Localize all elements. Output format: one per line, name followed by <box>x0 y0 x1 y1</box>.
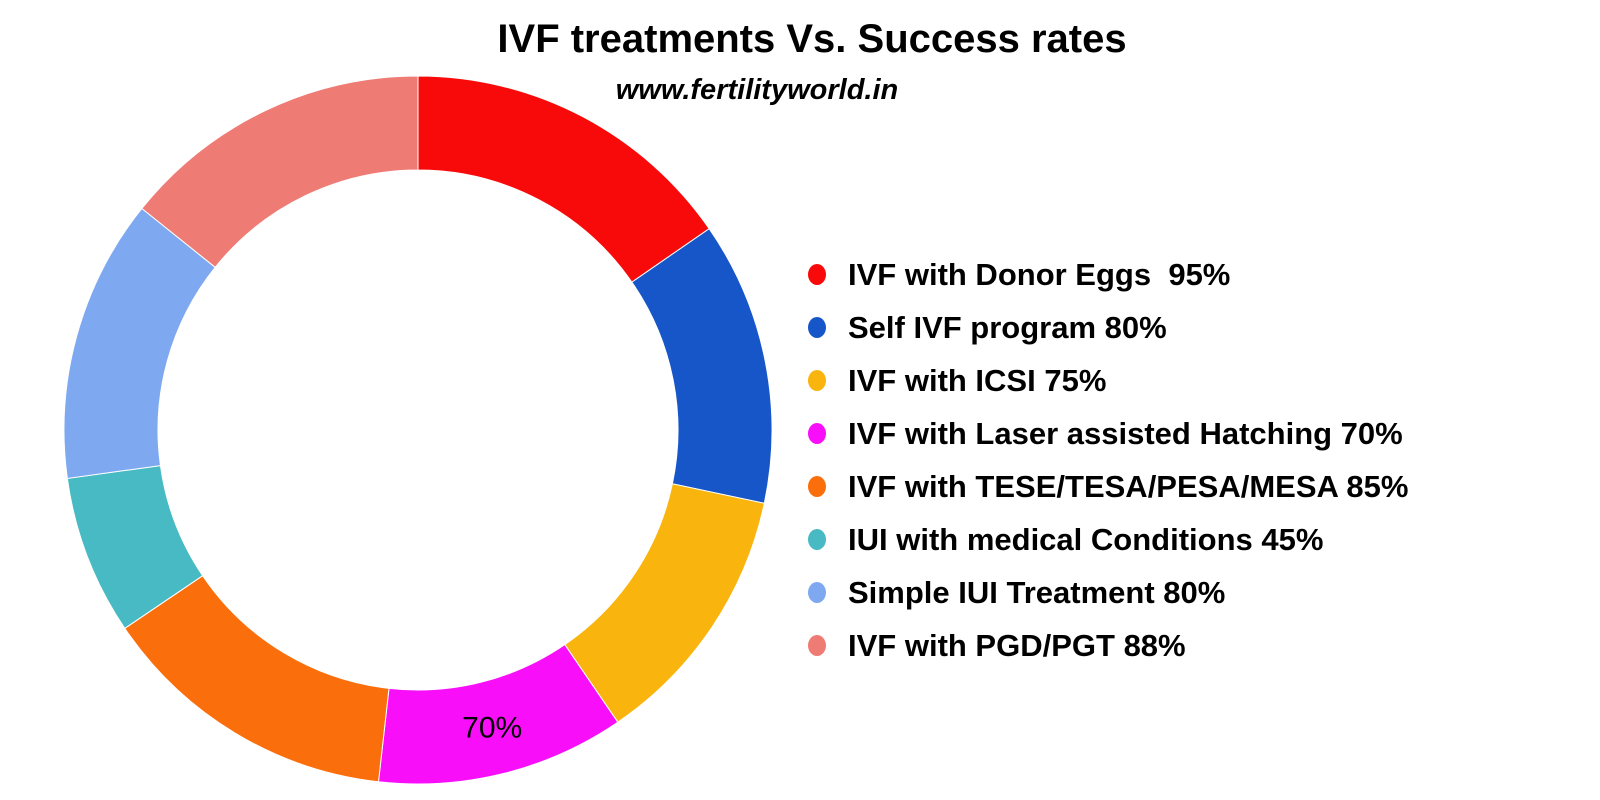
legend-item: Simple IUI Treatment 80% <box>808 566 1408 619</box>
chart-title: IVF treatments Vs. Success rates <box>497 17 1127 61</box>
donut-slice <box>417 75 710 283</box>
donut-slice <box>631 227 773 504</box>
slice-value-label: 70% <box>462 711 522 744</box>
legend-label: IUI with medical Conditions 45% <box>848 521 1324 557</box>
legend-label: IVF with ICSI 75% <box>848 362 1107 398</box>
legend-item: IVF with Donor Eggs 95% <box>808 248 1408 301</box>
chart-legend: IVF with Donor Eggs 95% Self IVF program … <box>808 248 1408 672</box>
legend-swatch <box>808 476 826 497</box>
legend-swatch <box>808 370 826 391</box>
legend-item: IUI with medical Conditions 45% <box>808 513 1408 566</box>
legend-swatch <box>808 317 826 338</box>
legend-swatch <box>808 582 826 603</box>
legend-item: IVF with Laser assisted Hatching 70% <box>808 407 1408 460</box>
legend-swatch <box>808 264 826 285</box>
legend-swatch <box>808 635 826 656</box>
legend-label: IVF with PGD/PGT 88% <box>848 627 1186 663</box>
legend-item: Self IVF program 80% <box>808 301 1408 354</box>
donut-slice <box>124 574 390 783</box>
chart-subtitle: www.fertilityworld.in <box>615 74 899 106</box>
legend-label: IVF with Laser assisted Hatching 70% <box>848 415 1403 451</box>
legend-item: IVF with TESE/TESA/PESA/MESA 85% <box>808 460 1408 513</box>
legend-label: Self IVF program 80% <box>848 309 1167 345</box>
donut-slice <box>564 483 765 723</box>
legend-item: IVF with PGD/PGT 88% <box>808 619 1408 672</box>
legend-label: Simple IUI Treatment 80% <box>848 574 1226 610</box>
legend-label: IVF with TESE/TESA/PESA/MESA 85% <box>848 468 1409 504</box>
legend-item: IVF with ICSI 75% <box>808 354 1408 407</box>
legend-label: IVF with Donor Eggs 95% <box>848 256 1231 292</box>
legend-swatch <box>808 529 826 550</box>
donut-slice <box>141 75 419 269</box>
legend-swatch <box>808 423 826 444</box>
